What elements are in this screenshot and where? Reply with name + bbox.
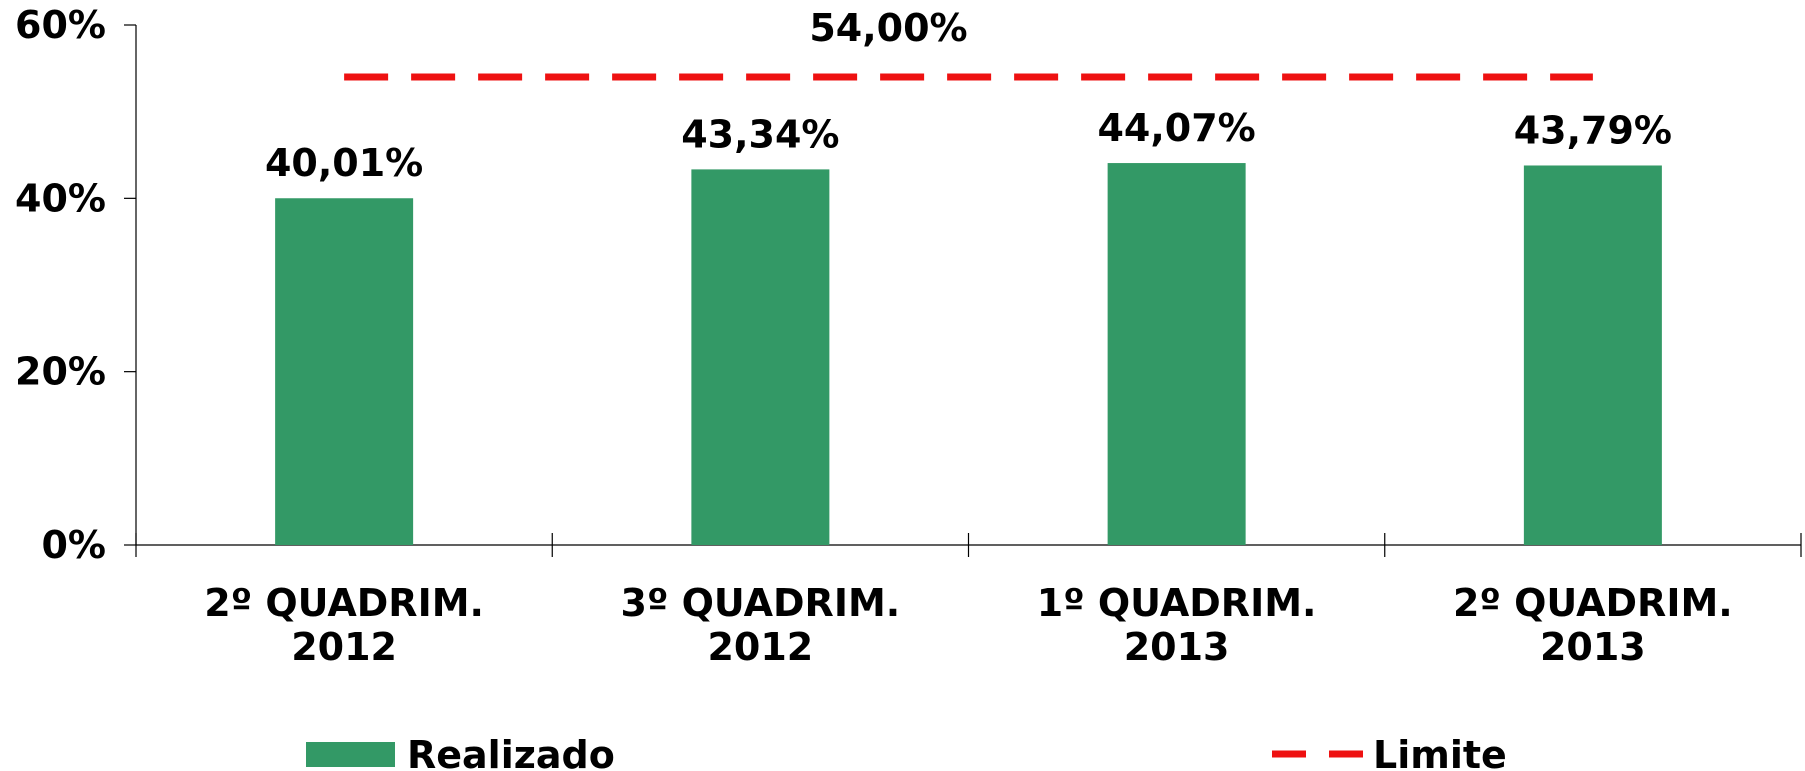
x-tick-label: 2º QUADRIM. [204,581,484,625]
x-tick-label: 1º QUADRIM. [1037,581,1317,625]
value-label: 43,34% [681,112,839,156]
legend-label: Limite [1373,733,1507,771]
x-tick-label: 2º QUADRIM. [1453,581,1733,625]
legend-label: Realizado [407,733,615,771]
bar [1107,163,1246,545]
x-tick-label: 3º QUADRIM. [621,581,901,625]
y-tick-label: 0% [41,523,106,567]
annotation: 54,00% [809,6,967,50]
y-tick-label: 40% [15,176,106,220]
x-tick-label: 2012 [291,625,397,669]
bar [275,198,414,545]
x-tick-label: 2013 [1124,625,1230,669]
bar [1523,165,1662,545]
y-tick-label: 20% [15,350,106,394]
x-tick-label: 2012 [707,625,813,669]
x-tick-label: 2013 [1540,625,1646,669]
y-tick-label: 60% [15,3,106,47]
value-label: 43,79% [1514,108,1672,152]
value-label: 40,01% [265,141,423,185]
legend-swatch [306,742,395,767]
value-label: 44,07% [1097,106,1255,150]
bar [691,169,830,546]
